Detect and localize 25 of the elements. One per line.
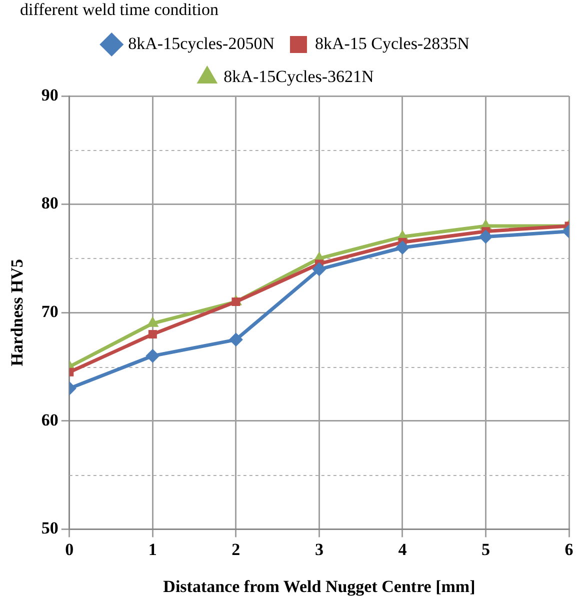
point bbox=[146, 348, 160, 363]
point bbox=[478, 230, 493, 244]
y-tick-label: 50 bbox=[41, 518, 58, 538]
point bbox=[148, 330, 157, 339]
y-axis-title: Hardness HV5 bbox=[8, 258, 27, 366]
x-tick-label: 5 bbox=[481, 540, 490, 559]
x-tick-label: 2 bbox=[232, 540, 240, 559]
point bbox=[228, 332, 243, 347]
point bbox=[395, 240, 410, 255]
x-tick-label: 1 bbox=[148, 540, 157, 559]
x-tick-label: 6 bbox=[564, 540, 574, 559]
point bbox=[232, 298, 240, 306]
y-tick-label: 80 bbox=[41, 194, 58, 213]
x-tick-label: 4 bbox=[398, 540, 408, 559]
legend-label: 8kA-15cycles-2050N bbox=[128, 34, 274, 53]
point bbox=[312, 262, 326, 276]
legend-label: 8kA-15Cycles-3621N bbox=[224, 66, 374, 86]
y-tick-label: 70 bbox=[41, 302, 58, 321]
x-tick-label: 0 bbox=[65, 540, 74, 559]
x-axis-title: Distatance from Weld Nugget Centre [mm] bbox=[163, 577, 476, 596]
y-tick-label: 60 bbox=[41, 410, 58, 430]
text: different weld time condition bbox=[19, 0, 220, 20]
legend-label: 8kA-15 Cycles-2835N bbox=[314, 34, 470, 53]
x-tick-label: 3 bbox=[314, 540, 324, 559]
y-tick-label: 90 bbox=[41, 85, 58, 104]
